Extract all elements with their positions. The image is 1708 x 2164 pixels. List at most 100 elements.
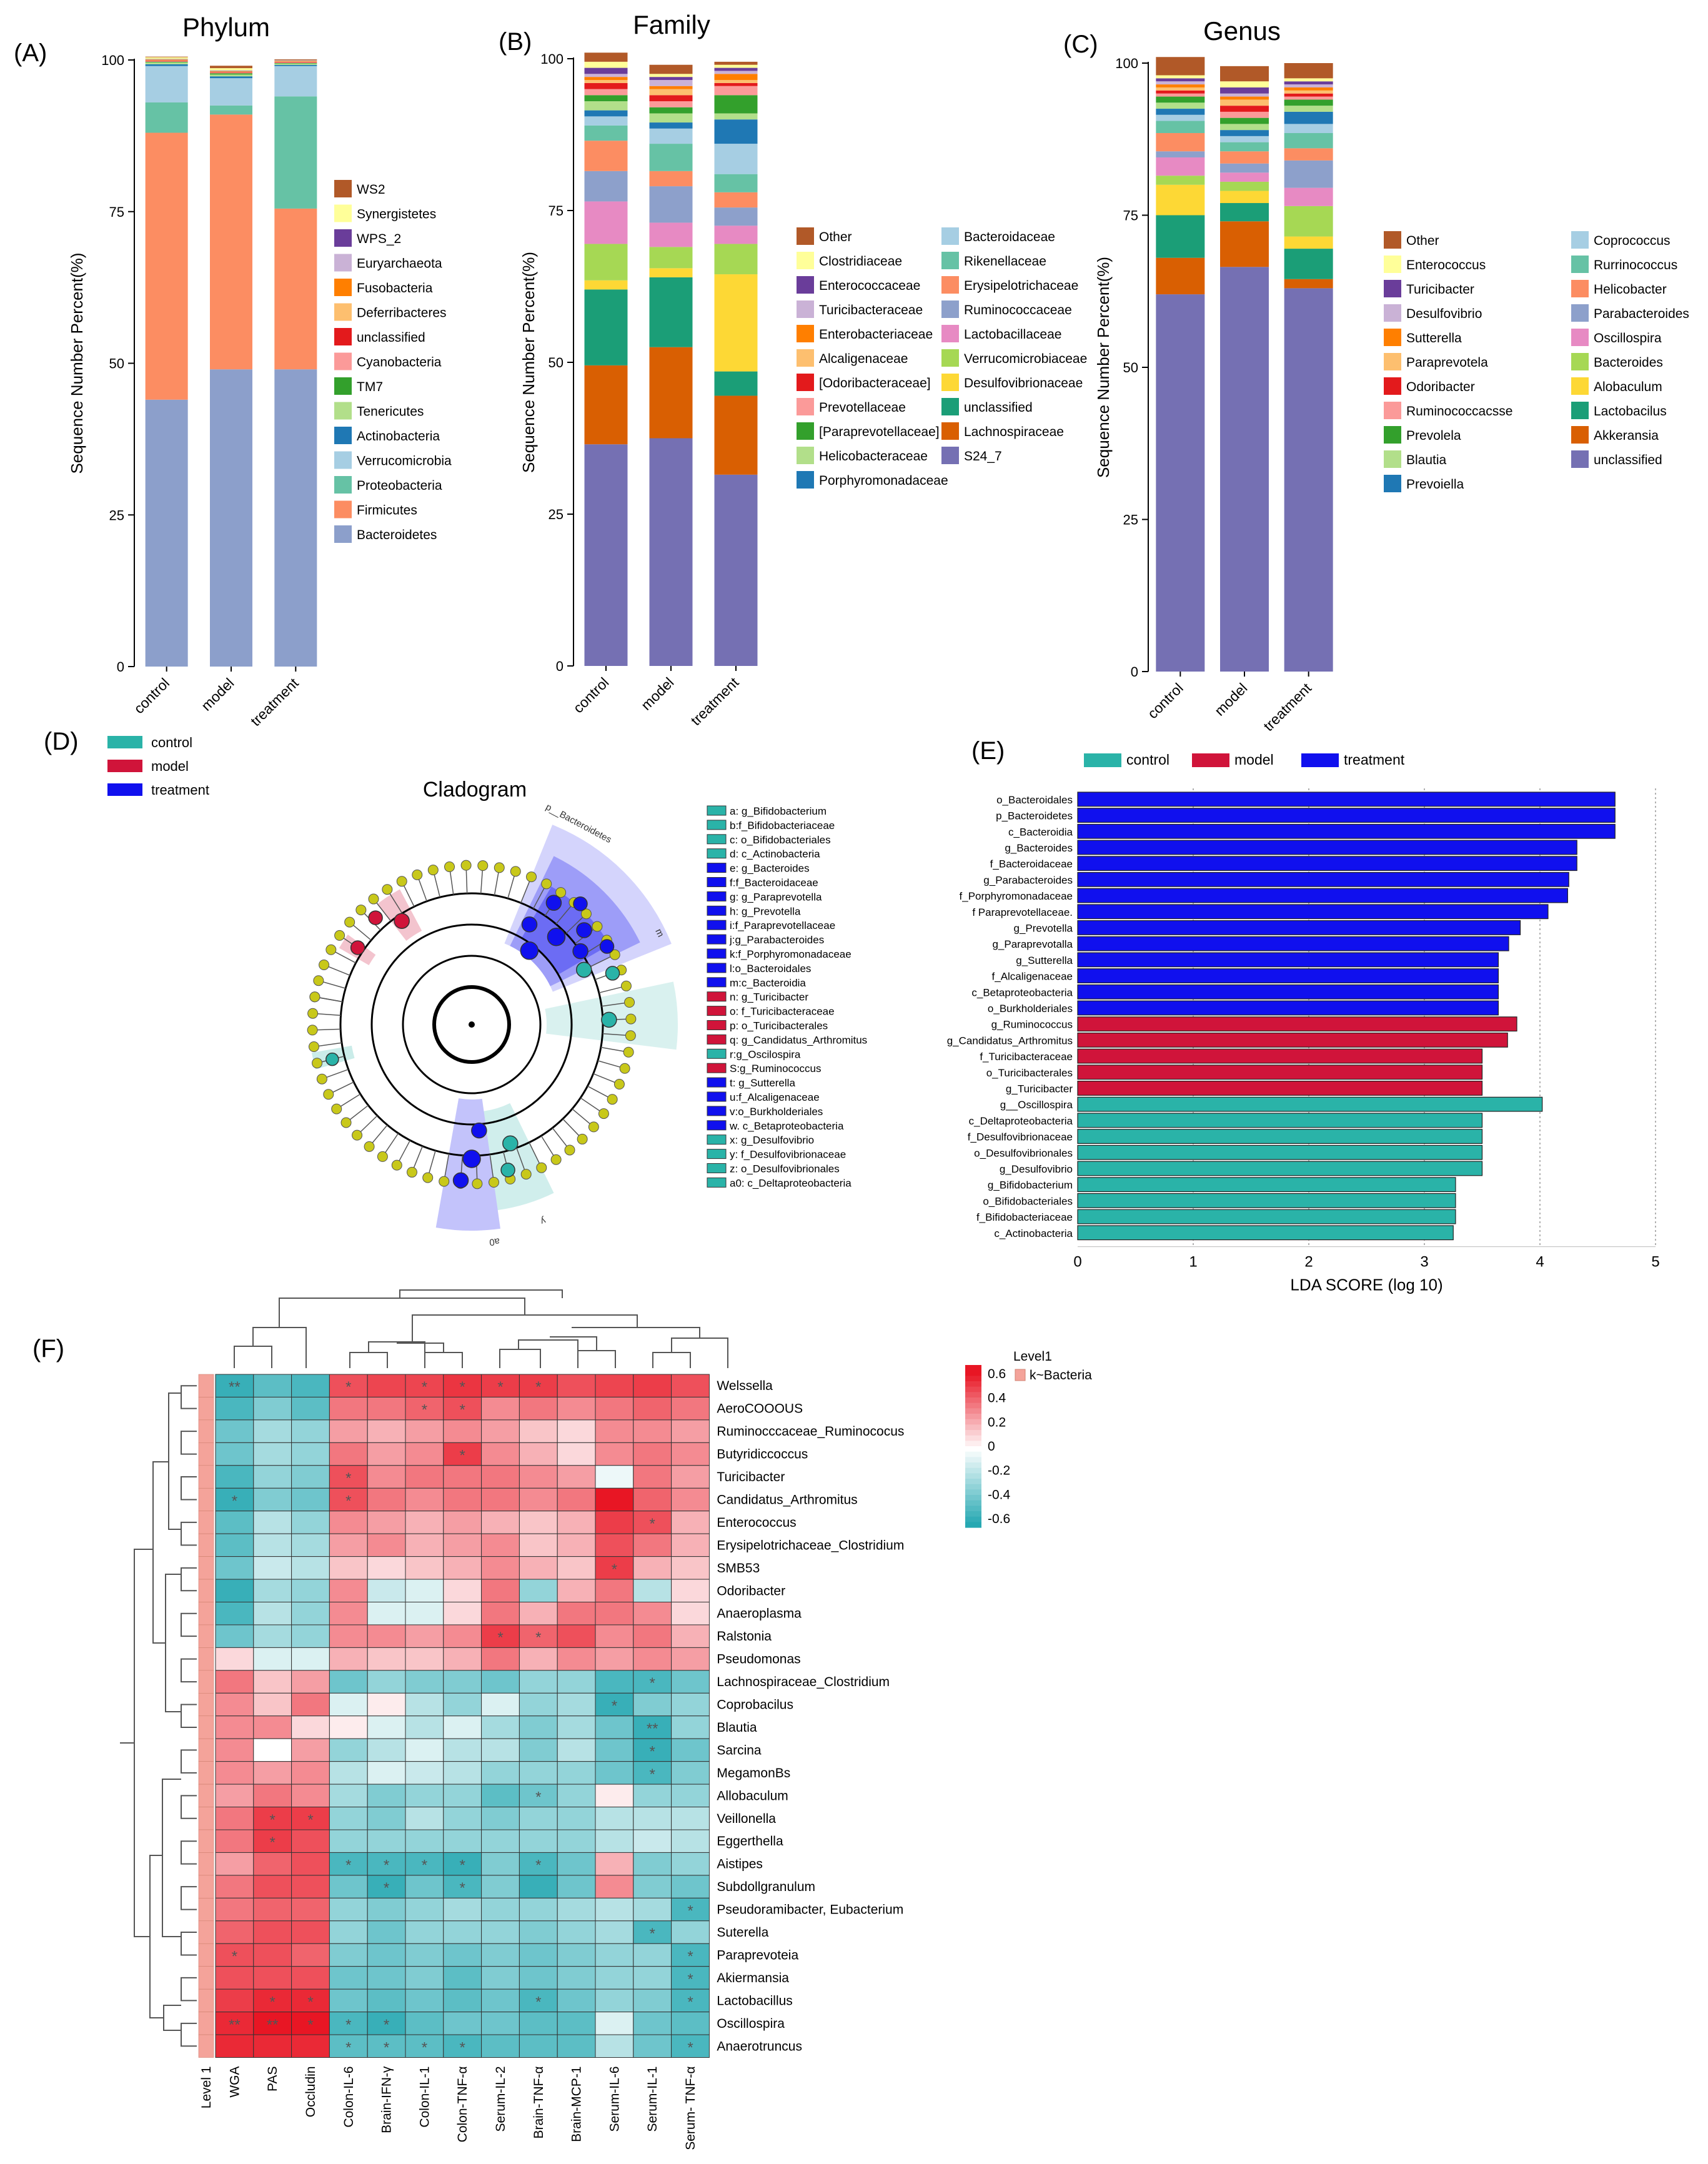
clade-legend-swatch	[707, 948, 727, 959]
heatmap-cell	[253, 1670, 292, 1694]
color-scale-step	[965, 1457, 981, 1463]
clade-legend-swatch	[707, 1106, 727, 1116]
bar-segment-tenericutes-control	[145, 62, 188, 64]
heatmap-cell	[253, 1829, 292, 1853]
heatmap-cell	[291, 1442, 330, 1466]
bar-segment-rurrinococcus-control	[1156, 121, 1205, 134]
heatmap-cell	[329, 1511, 368, 1534]
legend-label-bacteroides: Bacteroides	[1594, 355, 1663, 370]
heatmap-cell	[443, 2034, 482, 2058]
heatmap-cell	[519, 1647, 558, 1671]
heatmap-cell	[671, 1897, 710, 1922]
heatmap-cell	[405, 1807, 444, 1830]
clade-legend-swatch	[707, 1006, 727, 1016]
heatmap-cell	[481, 1533, 520, 1557]
column-dendrogram	[550, 1336, 597, 1351]
legend-label-alcaligenaceae: Alcaligenaceae	[819, 352, 908, 366]
bar-segment-odoribacteraceae-model	[649, 95, 693, 102]
heatmap-cell	[519, 2012, 558, 2035]
heatmap-cell	[291, 1670, 330, 1694]
heatmap-cell	[519, 1602, 558, 1625]
clade-legend-swatch	[707, 848, 727, 859]
heatmap-cell	[367, 1579, 406, 1603]
heatmap-cell	[443, 1966, 482, 1990]
heatmap-cell	[215, 1670, 254, 1694]
row-dendrogram	[152, 1461, 169, 1644]
heatmap-cell	[633, 1988, 672, 2013]
significance-star: *	[687, 1948, 693, 1965]
heatmap-cell	[443, 1487, 482, 1512]
heatmap-cell	[367, 1875, 406, 1898]
y-tick-label: 75	[1123, 208, 1138, 224]
bar-segment-sutterella-control	[1156, 84, 1205, 87]
heatmap-cell	[253, 1692, 292, 1717]
heatmap-cell	[405, 1442, 444, 1466]
heatmap-cell	[671, 1602, 710, 1625]
bar-segment-proteobacteria-treatment	[274, 96, 317, 209]
cladogram-node	[550, 1154, 562, 1165]
significance-star: **	[267, 2017, 279, 2033]
heatmap-cell	[481, 1829, 520, 1853]
legend-swatch-ruminococcacsse	[1384, 402, 1401, 419]
heatmap-cell	[405, 1624, 444, 1648]
heatmap-cell	[671, 1807, 710, 1830]
heatmap-cell	[329, 1966, 368, 1990]
annotation-cell	[198, 2034, 214, 2058]
color-scale-step	[965, 1495, 981, 1501]
legend-swatch-enterobacteriaceae	[797, 325, 814, 342]
heatmap-cell	[481, 2012, 520, 2035]
cladogram-node	[624, 997, 635, 1008]
cladogram-outer-label: y	[539, 1215, 547, 1227]
bar-segment-alcaligenaceae-model	[649, 89, 693, 96]
clade-legend-swatch	[707, 863, 727, 873]
heatmap-cell	[253, 1442, 292, 1466]
heatmap-cell	[481, 1988, 520, 2013]
heatmap-cell	[367, 1442, 406, 1466]
bar-segment-alcaligenaceae-treatment	[714, 80, 758, 83]
annotation-cell	[198, 1898, 214, 1922]
column-dendrogram	[234, 1346, 272, 1368]
significance-star: **	[229, 2017, 241, 2033]
heatmap-cell	[367, 1487, 406, 1512]
heatmap-cell	[519, 1419, 558, 1443]
heatmap-column-label: Serum- TNF-α	[683, 2067, 698, 2150]
lda-bar-label: o_Burkholderiales	[988, 1003, 1073, 1015]
cladogram-node	[331, 1103, 342, 1114]
heatmap-row-label: Anaeroplasma	[717, 1607, 802, 1621]
heatmap-cell	[633, 1943, 672, 1967]
cladogram-node	[488, 1177, 499, 1188]
cladogram-node-control	[500, 1163, 515, 1178]
heatmap-cell	[633, 1692, 672, 1717]
heatmap-cell	[481, 1465, 520, 1489]
y-tick-label: 50	[549, 355, 564, 370]
legend-swatch-turicibacteraceae	[797, 300, 814, 318]
column-dendrogram	[652, 1352, 691, 1368]
legend-swatch-akkeransia	[1571, 426, 1589, 444]
heatmap-cell	[671, 1487, 710, 1512]
clade-legend-label: v:o_Burkholderiales	[730, 1106, 823, 1118]
heatmap-cell	[215, 2034, 254, 2058]
heatmap-cell	[215, 1852, 254, 1876]
significance-star: *	[422, 1402, 427, 1419]
heatmap-cell	[443, 1988, 482, 2013]
heatmap-cell	[519, 1465, 558, 1489]
row-dendrogram	[181, 1385, 197, 1409]
heatmap-cell	[595, 1738, 634, 1762]
heatmap-cell	[671, 1715, 710, 1739]
bar-segment-ruminococcaceae-model	[649, 186, 693, 223]
heatmap-cell	[633, 1465, 672, 1489]
clade-legend-label: w. c_Betaproteobacteria	[729, 1120, 844, 1132]
bar-segment-prevoiella-control	[1156, 109, 1205, 115]
legend-label-porphyromonadaceae: Porphyromonadaceae	[819, 474, 948, 488]
significance-star: *	[612, 1698, 617, 1715]
bar-segment-tenericutes-treatment	[274, 63, 317, 65]
x-tick-label: model	[638, 674, 677, 713]
heatmap-cell	[519, 1943, 558, 1967]
cladogram-node	[607, 1094, 618, 1105]
significance-star: *	[384, 2017, 389, 2033]
y-axis-label: Sequence Number Percent(%)	[519, 252, 538, 473]
cladogram-title: Cladogram	[423, 778, 527, 802]
heatmap-cell	[557, 1988, 596, 2013]
bar-segment-porphyromonadaceae-model	[649, 122, 693, 129]
